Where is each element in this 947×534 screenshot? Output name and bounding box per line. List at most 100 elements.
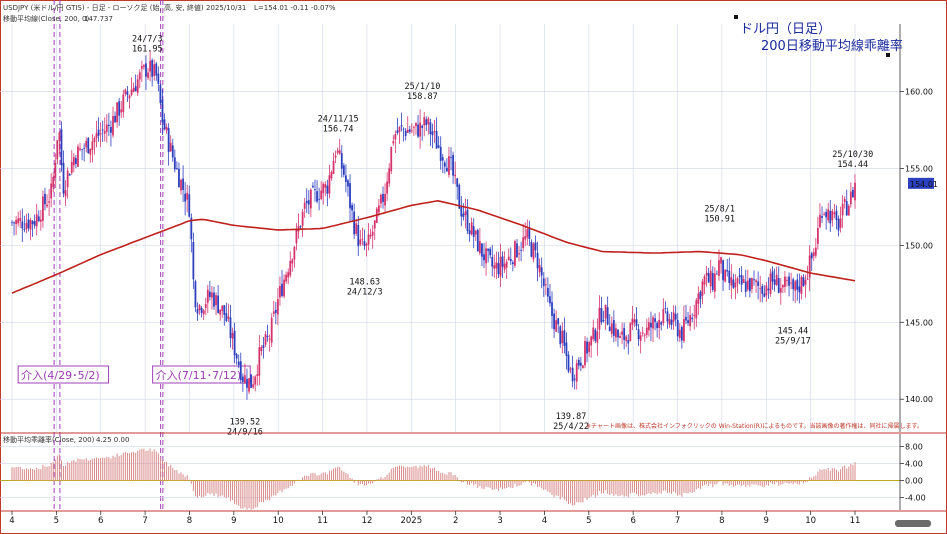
- last-price-badge-bg: [908, 177, 934, 189]
- candle-body: [289, 260, 292, 276]
- candle-body: [363, 241, 366, 246]
- candle-body: [268, 338, 271, 340]
- candle-body: [676, 320, 679, 337]
- candle-body: [402, 128, 405, 130]
- candle-body: [206, 289, 209, 303]
- candle-body: [295, 228, 298, 244]
- candle-body: [186, 192, 189, 200]
- candle-body: [751, 278, 753, 289]
- candle-body: [396, 130, 399, 134]
- candle-body: [208, 291, 211, 298]
- candle-body: [699, 291, 702, 300]
- candle-body: [145, 63, 147, 77]
- candle-body: [437, 145, 440, 148]
- candle-body: [526, 229, 529, 238]
- candle-body: [380, 194, 382, 204]
- candle-body: [103, 130, 106, 134]
- candle-body: [60, 129, 63, 166]
- candle-body: [852, 189, 854, 198]
- candle-body: [608, 326, 611, 332]
- x-tick-label: 7: [142, 516, 147, 526]
- candle-body: [443, 162, 446, 167]
- candle-body: [619, 336, 621, 338]
- candle-body: [575, 363, 578, 382]
- x-tick-label: 8: [187, 516, 192, 526]
- candle-body: [650, 322, 652, 328]
- candle-body: [849, 191, 852, 205]
- candle-body: [87, 138, 90, 153]
- candle-body: [812, 252, 815, 257]
- candle-body: [565, 342, 568, 356]
- candle-body: [398, 127, 401, 132]
- candle-body: [433, 131, 436, 133]
- candle-body: [258, 347, 261, 376]
- chart-title-line-1: ドル円（日足）: [740, 22, 831, 37]
- candle-body: [74, 158, 77, 165]
- deviation-tick-label: 0.00: [905, 476, 923, 485]
- candle-body: [511, 262, 514, 265]
- candle-body: [68, 174, 71, 176]
- price-tick-label: 155.00: [905, 164, 933, 173]
- candle-body: [806, 278, 809, 280]
- candle-body: [604, 304, 607, 319]
- candle-body: [31, 221, 34, 225]
- candle-body: [188, 194, 191, 217]
- candle-body: [283, 279, 285, 297]
- candle-body: [705, 272, 708, 276]
- chart-title-line-2: 200日移動平均線乖離率: [761, 38, 903, 54]
- candle-body: [641, 332, 644, 334]
- candle-body: [660, 322, 663, 325]
- candle-body: [301, 211, 304, 226]
- scrollbar-thumb[interactable]: [895, 520, 931, 527]
- candle-body: [342, 165, 345, 175]
- candle-body: [532, 243, 535, 260]
- candle-body: [44, 193, 46, 205]
- candle-body: [821, 216, 823, 218]
- candle-body: [417, 124, 419, 137]
- horizontal-scrollbar[interactable]: [895, 520, 931, 527]
- candle-body: [388, 168, 391, 184]
- candle-body: [116, 102, 119, 123]
- candle-body: [831, 210, 834, 221]
- candle-body: [260, 347, 263, 352]
- candle-body: [382, 193, 384, 202]
- candle-body: [157, 73, 160, 84]
- candle-body: [662, 309, 665, 324]
- x-tick-label: 10: [273, 516, 284, 526]
- candle-body: [330, 172, 333, 179]
- deviation-tick-label: -4.00: [905, 493, 926, 502]
- candle-body: [254, 376, 257, 385]
- candle-body: [353, 211, 356, 235]
- candle-body: [800, 276, 803, 294]
- candle-body: [112, 116, 114, 136]
- x-tick-label: 7: [675, 516, 680, 526]
- candle-body: [229, 317, 232, 338]
- candle-body: [781, 284, 784, 288]
- candle-body: [497, 263, 500, 275]
- candle-body: [804, 280, 807, 285]
- x-tick-label: 6: [98, 516, 103, 526]
- candle-body: [338, 150, 341, 154]
- price-tick-label: 160.00: [905, 88, 933, 97]
- candle-body: [491, 257, 494, 267]
- candle-body: [163, 119, 166, 130]
- candle-body: [153, 64, 156, 76]
- candle-body: [107, 124, 110, 126]
- header-instrument: USDJPY (米ドル/円 GTIS) - 日足 - ローソク足 (始, 高, …: [3, 3, 204, 12]
- candle-body: [256, 374, 259, 377]
- candle-body: [204, 304, 207, 308]
- candle-body: [678, 329, 681, 339]
- candle-body: [458, 184, 461, 209]
- candle-body: [761, 286, 764, 294]
- candle-body: [89, 148, 92, 155]
- candle-body: [404, 130, 407, 136]
- candle-body: [384, 193, 386, 206]
- candle-body: [165, 126, 168, 131]
- candle-body: [623, 327, 626, 340]
- candle-body: [369, 234, 372, 237]
- candle-body: [349, 183, 351, 209]
- candle-body: [577, 359, 580, 366]
- candle-body: [495, 262, 498, 269]
- annotation-value: 150.91: [704, 214, 735, 224]
- candle-body: [734, 282, 737, 288]
